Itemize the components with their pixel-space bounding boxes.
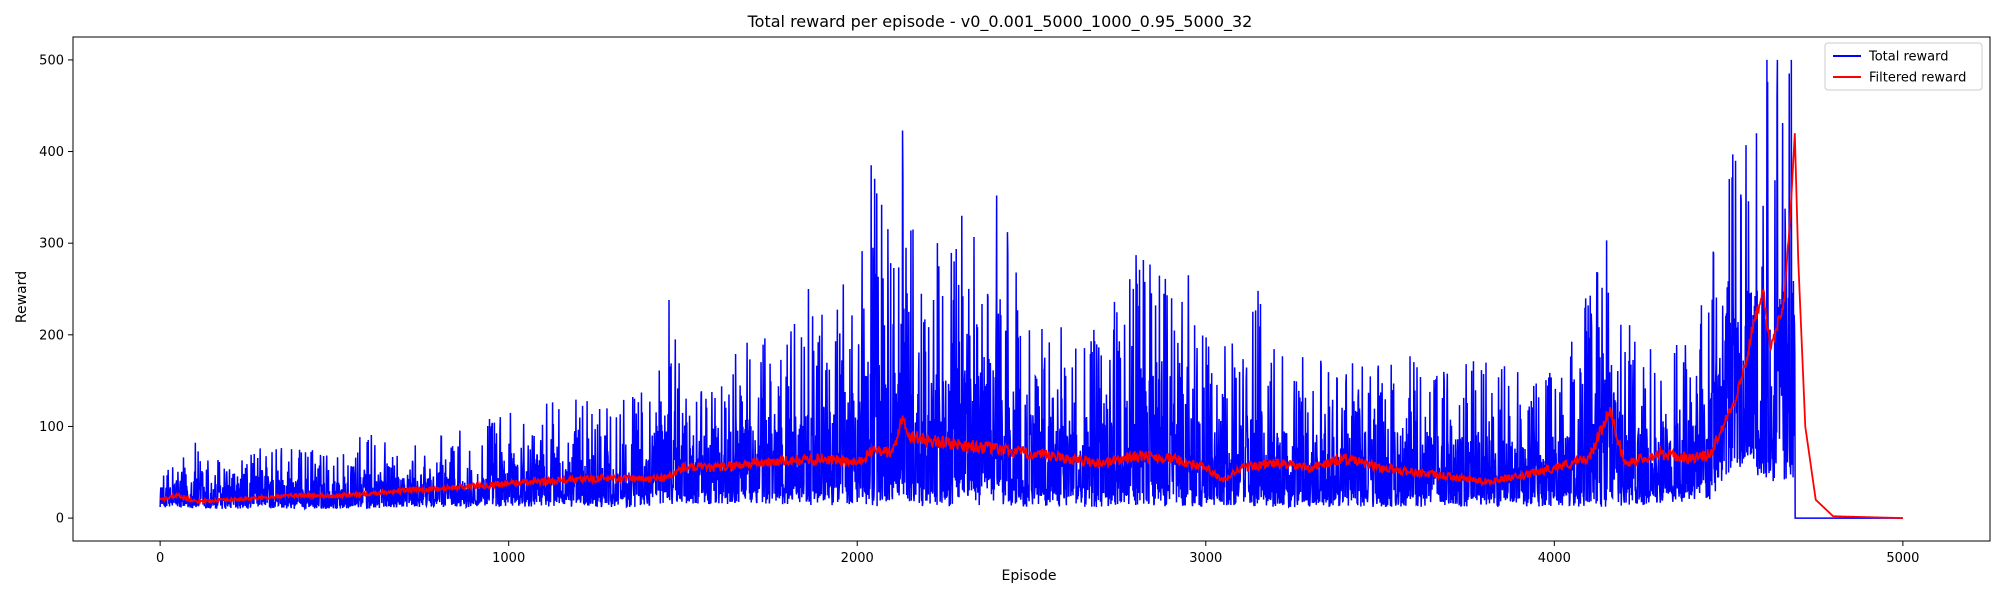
x-tick-label: 5000 [1886, 551, 1919, 566]
x-tick-label: 3000 [1189, 551, 1222, 566]
x-tick-label: 4000 [1538, 551, 1571, 566]
y-tick-label: 0 [56, 512, 64, 527]
x-tick-label: 2000 [841, 551, 874, 566]
y-axis-label: Reward [14, 271, 30, 323]
y-tick-label: 200 [39, 328, 64, 343]
chart-title: Total reward per episode - v0_0.001_5000… [747, 12, 1253, 32]
y-tick-label: 400 [39, 145, 64, 160]
series-filtered-reward-line [159, 133, 1903, 519]
legend: Total reward Filtered reward [1824, 42, 1983, 91]
legend-entry-label: Filtered reward [1869, 71, 1966, 86]
legend-box [1824, 42, 1983, 91]
y-tick-label: 100 [39, 420, 64, 435]
y-tick-label: 500 [39, 53, 64, 68]
x-axis-label: Episode [1002, 568, 1057, 584]
plot-frame [72, 36, 1991, 542]
legend-entry-label: Total reward [1868, 50, 1949, 65]
series-total-reward-line [159, 59, 1903, 519]
x-tick-label: 0 [156, 551, 164, 566]
x-tick-label: 1000 [492, 551, 525, 566]
y-tick-label: 300 [39, 237, 64, 252]
